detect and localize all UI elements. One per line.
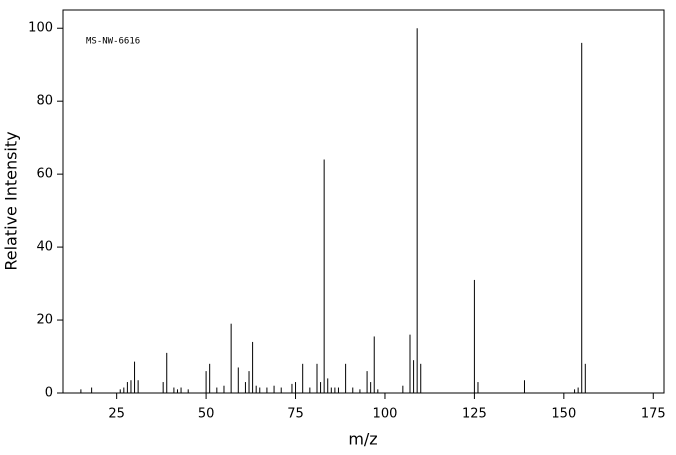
x-tick-label: 125: [462, 407, 487, 422]
x-tick-label: 75: [287, 407, 304, 422]
y-tick-label: 60: [36, 167, 53, 182]
y-tick-label: 80: [36, 94, 53, 109]
plot-frame: [62, 9, 665, 394]
y-tick-label: 20: [36, 313, 53, 328]
x-tick-label: 25: [108, 407, 125, 422]
x-tick-label: 100: [373, 407, 398, 422]
y-tick-label: 0: [45, 386, 53, 401]
annotation: MS-NW-6616: [86, 37, 140, 47]
x-tick-label: 50: [198, 407, 215, 422]
y-axis-title: Relative Intensity: [2, 131, 21, 270]
x-tick-label: 175: [641, 407, 666, 422]
x-axis-title: m/z: [348, 430, 377, 449]
x-tick-label: 150: [551, 407, 576, 422]
y-tick-label: 100: [28, 21, 53, 36]
y-tick-label: 40: [36, 240, 53, 255]
